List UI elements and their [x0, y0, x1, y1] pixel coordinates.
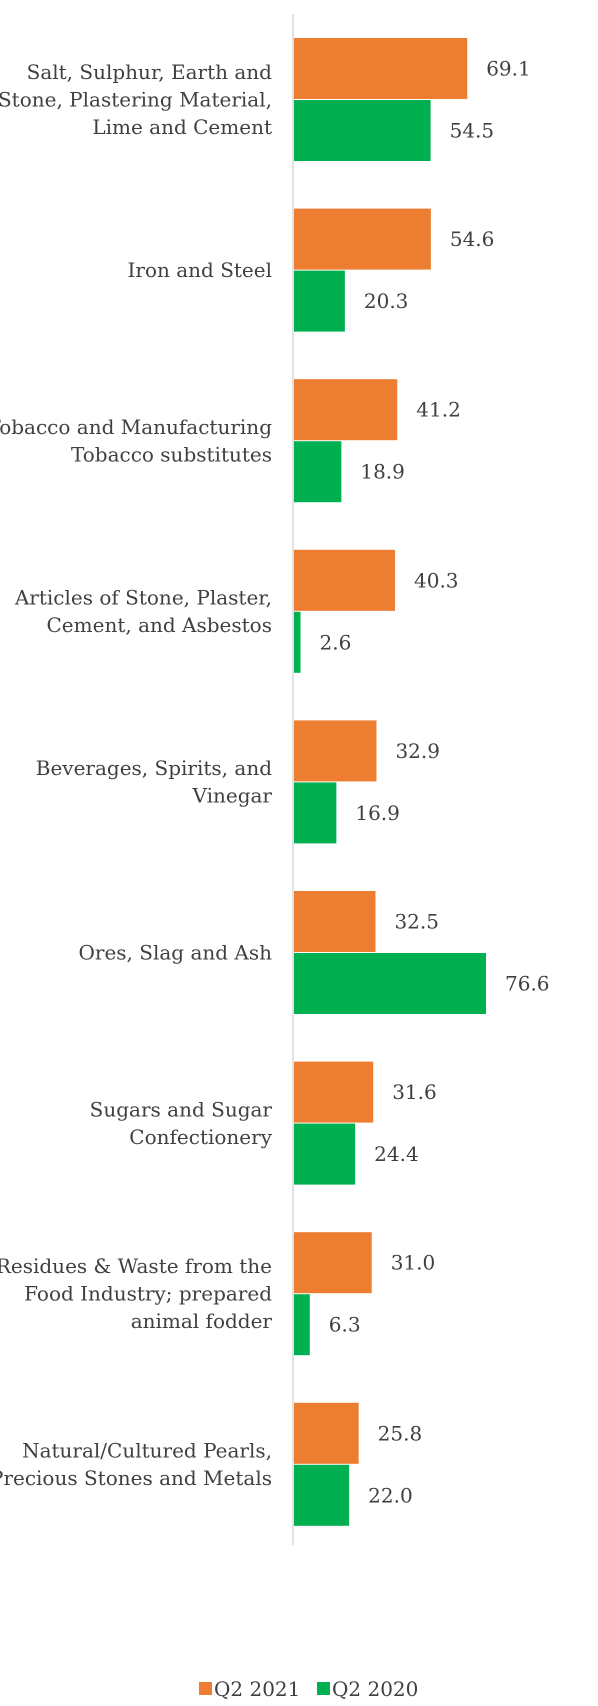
data-label-q2-2021: 69.1	[486, 57, 531, 81]
category-label: Tobacco and Manufacturing Tobacco substit…	[0, 415, 272, 467]
bar-q2-2021	[294, 208, 431, 270]
bar-q2-2021	[294, 720, 377, 782]
data-label-q2-2021: 41.2	[416, 398, 461, 422]
data-label-q2-2021: 25.8	[378, 1421, 423, 1445]
legend-label-q2-2020: Q2 2020	[332, 1677, 418, 1701]
category-label-line: Beverages, Spirits, and	[36, 756, 272, 780]
category-label-line: Stone, Plastering Material,	[0, 88, 272, 112]
category-label-line: animal fodder	[131, 1309, 273, 1333]
bar-q2-2020	[294, 270, 345, 332]
data-label-q2-2020: 2.6	[320, 630, 352, 654]
bar-q2-2021	[294, 1061, 374, 1123]
category-label-line: Cement, and Asbestos	[47, 613, 273, 637]
data-label-q2-2021: 31.6	[392, 1080, 437, 1104]
bar-q2-2020	[294, 1294, 310, 1356]
data-label-q2-2020: 54.5	[450, 119, 495, 143]
category-label-line: Tobacco and Manufacturing	[0, 415, 272, 439]
data-label-q2-2021: 31.0	[391, 1251, 436, 1275]
category-label-line: Vinegar	[192, 784, 273, 808]
data-label-q2-2020: 22.0	[368, 1483, 413, 1507]
data-label-q2-2020: 24.4	[374, 1142, 419, 1166]
data-label-q2-2021: 40.3	[414, 568, 459, 592]
legend-swatch-q2-2020	[317, 1682, 330, 1695]
bar-q2-2020	[294, 782, 337, 844]
data-label-q2-2020: 20.3	[364, 289, 409, 313]
category-label-line: Sugars and Sugar	[90, 1097, 273, 1121]
legend-swatch-q2-2021	[199, 1682, 212, 1695]
bar-q2-2020	[294, 1464, 350, 1526]
category-label-line: Salt, Sulphur, Earth and	[27, 60, 273, 84]
category-label-line: Natural/Cultured Pearls,	[22, 1439, 272, 1463]
category-label: Ores, Slag and Ash	[78, 941, 272, 965]
category-label-line: Precious Stones and Metals	[0, 1466, 272, 1490]
bar-q2-2021	[294, 1232, 372, 1294]
category-label-line: Articles of Stone, Plaster,	[14, 586, 272, 610]
data-label-q2-2021: 32.5	[394, 910, 439, 934]
category-label-line: Residues & Waste from the	[0, 1254, 272, 1278]
category-label-line: Tobacco substitutes	[71, 442, 272, 466]
legend-label-q2-2021: Q2 2021	[214, 1677, 300, 1701]
bar-q2-2021	[294, 549, 396, 611]
category-label: Residues & Waste from the Food Industry; …	[0, 1254, 272, 1333]
category-label-line: Lime and Cement	[92, 115, 272, 139]
category-label: Articles of Stone, Plaster, Cement, and A…	[14, 586, 272, 638]
bar-q2-2021	[294, 379, 398, 441]
category-label-line: Food Industry; prepared	[24, 1282, 272, 1306]
bar-q2-2020	[294, 953, 486, 1014]
data-label-q2-2020: 18.9	[360, 460, 405, 484]
category-label: Sugars and Sugar Confectionery	[90, 1097, 273, 1149]
data-label-q2-2020: 6.3	[329, 1313, 361, 1337]
category-label-line: Ores, Slag and Ash	[78, 941, 272, 965]
category-label-line: Iron and Steel	[127, 258, 272, 282]
category-label: Salt, Sulphur, Earth and Stone, Plasterin…	[0, 60, 272, 139]
category-label: Beverages, Spirits, and Vinegar	[36, 756, 273, 808]
bar-q2-2021	[294, 1402, 359, 1464]
data-label-q2-2020: 16.9	[355, 801, 400, 825]
bar-q2-2020	[294, 1123, 356, 1185]
bar-q2-2021	[294, 891, 376, 952]
bar-q2-2020	[294, 100, 431, 161]
category-label: Natural/Cultured Pearls, Precious Stones …	[0, 1439, 272, 1491]
bar-q2-2020	[294, 611, 301, 673]
bar-q2-2021	[294, 38, 468, 99]
category-label: Iron and Steel	[127, 258, 272, 282]
category-label-line: Confectionery	[129, 1125, 272, 1149]
data-label-q2-2021: 32.9	[395, 739, 440, 763]
bar-q2-2020	[294, 441, 342, 503]
data-label-q2-2020: 76.6	[505, 972, 550, 996]
data-label-q2-2021: 54.6	[450, 227, 495, 251]
